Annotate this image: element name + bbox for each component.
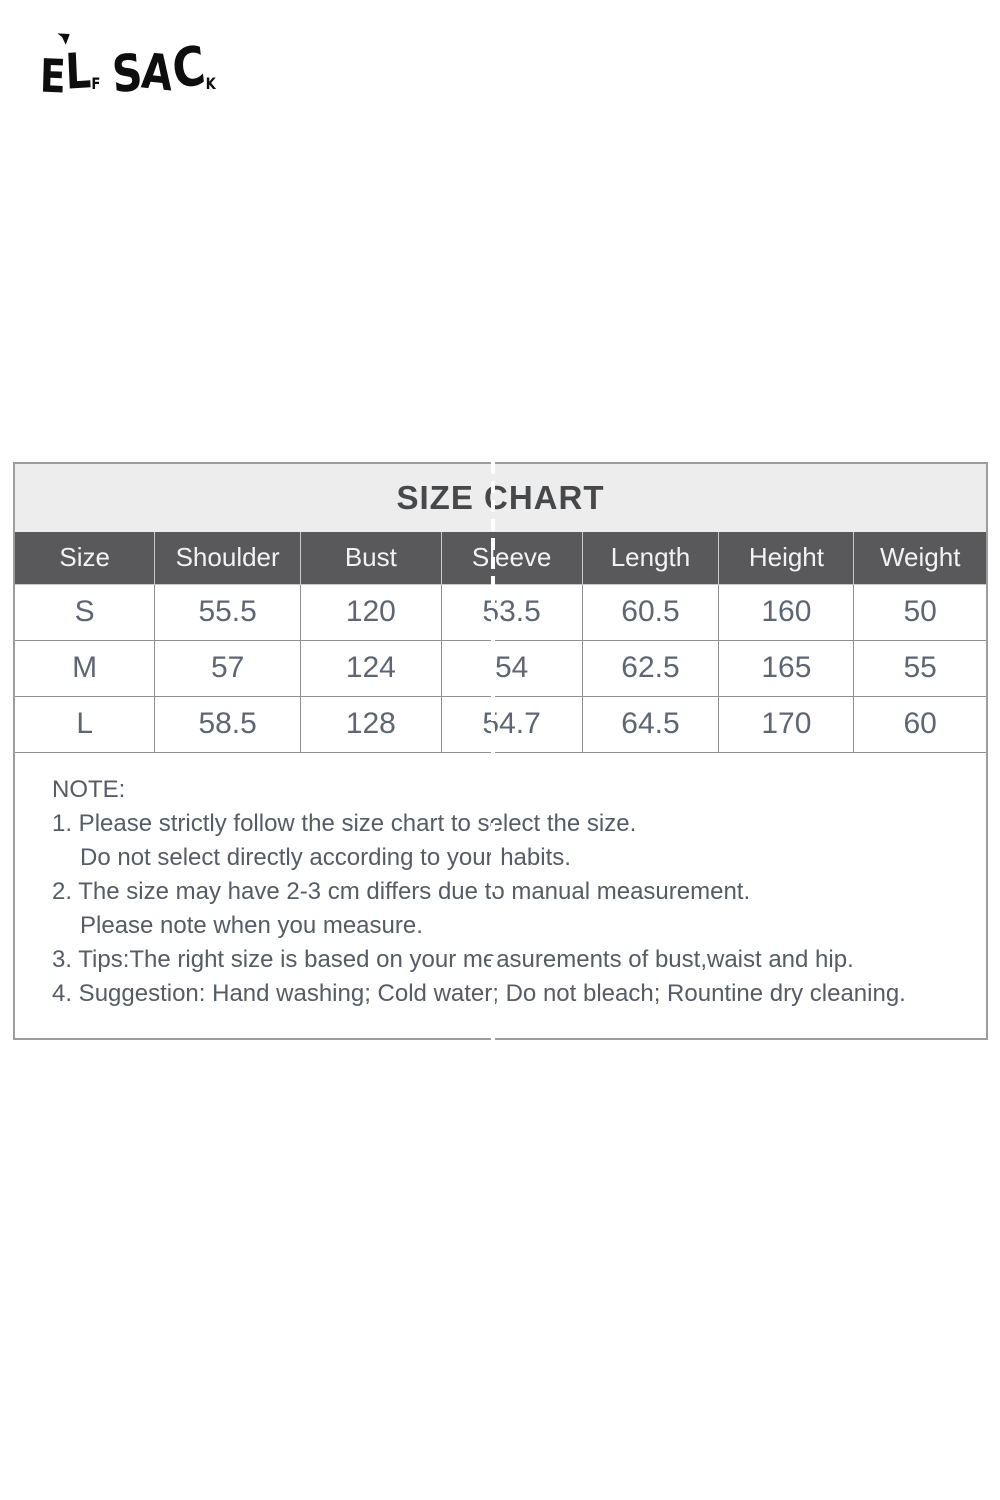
table-cell: 58.5 xyxy=(154,695,301,753)
table-cell: 55 xyxy=(853,639,986,697)
column-header-length: Length xyxy=(581,532,720,585)
logo-letter: L xyxy=(64,42,93,101)
size-chart-table: Size Shoulder Bust Sleeve Length Height Weight… xyxy=(15,532,986,753)
logo-letter: A xyxy=(139,42,176,103)
table-cell: 120 xyxy=(299,583,442,641)
table-cell: 60.5 xyxy=(581,583,720,641)
note-heading: NOTE: xyxy=(52,775,126,803)
table-cell: 128 xyxy=(299,695,442,753)
table-header-row: Size Shoulder Bust Sleeve Length Height Weight xyxy=(15,532,986,585)
note-line: 4. Suggestion: Hand washing; Cold water;… xyxy=(52,979,906,1007)
column-header-shoulder: Shoulder xyxy=(154,532,301,585)
table-cell: 54 xyxy=(440,639,583,697)
table-cell: 64.5 xyxy=(581,695,720,753)
table-row: L 58.5 128 54.7 64.5 170 60 xyxy=(15,695,986,753)
note-line: Please note when you measure. xyxy=(80,911,423,939)
size-chart-panel: SIZE CHART Size Shoulder Bust Sleeve Length H… xyxy=(13,462,988,1040)
table-cell: 50 xyxy=(853,583,986,641)
table-cell: 54.7 xyxy=(440,695,583,753)
logo-letter: K xyxy=(205,74,216,93)
column-header-sleeve: Sleeve xyxy=(440,532,583,585)
logo-letter: C xyxy=(169,33,209,102)
column-header-bust: Bust xyxy=(299,532,442,585)
table-row: S 55.5 120 53.5 60.5 160 50 xyxy=(15,583,986,641)
table-cell: L xyxy=(15,695,156,753)
table-row: M 57 124 54 62.5 165 55 xyxy=(15,639,986,697)
table-cell: 165 xyxy=(718,639,855,697)
brand-logo: ELF SACK xyxy=(39,42,216,124)
note-line: 1. Please strictly follow the size chart… xyxy=(52,809,637,837)
column-header-weight: Weight xyxy=(853,532,986,585)
table-cell: 170 xyxy=(718,695,855,753)
table-cell: M xyxy=(15,639,156,697)
logo-letter: S xyxy=(109,43,145,106)
logo-letter: F xyxy=(91,74,101,93)
table-cell: 124 xyxy=(299,639,442,697)
table-cell: S xyxy=(15,583,156,641)
table-cell: 160 xyxy=(718,583,855,641)
column-header-height: Height xyxy=(718,532,855,585)
size-chart-title: SIZE CHART xyxy=(15,464,986,532)
column-header-size: Size xyxy=(15,532,156,585)
note-section: NOTE: 1. Please strictly follow the size… xyxy=(15,753,986,1011)
note-line: 2. The size may have 2-3 cm differs due … xyxy=(52,877,751,905)
note-line: Do not select directly according to your… xyxy=(80,843,571,871)
table-cell: 62.5 xyxy=(581,639,720,697)
logo-letter: E xyxy=(39,48,67,104)
table-cell: 55.5 xyxy=(154,583,301,641)
note-line: 3. Tips:The right size is based on your … xyxy=(52,945,854,973)
table-cell: 53.5 xyxy=(440,583,583,641)
table-cell: 60 xyxy=(853,695,986,753)
table-cell: 57 xyxy=(154,639,301,697)
